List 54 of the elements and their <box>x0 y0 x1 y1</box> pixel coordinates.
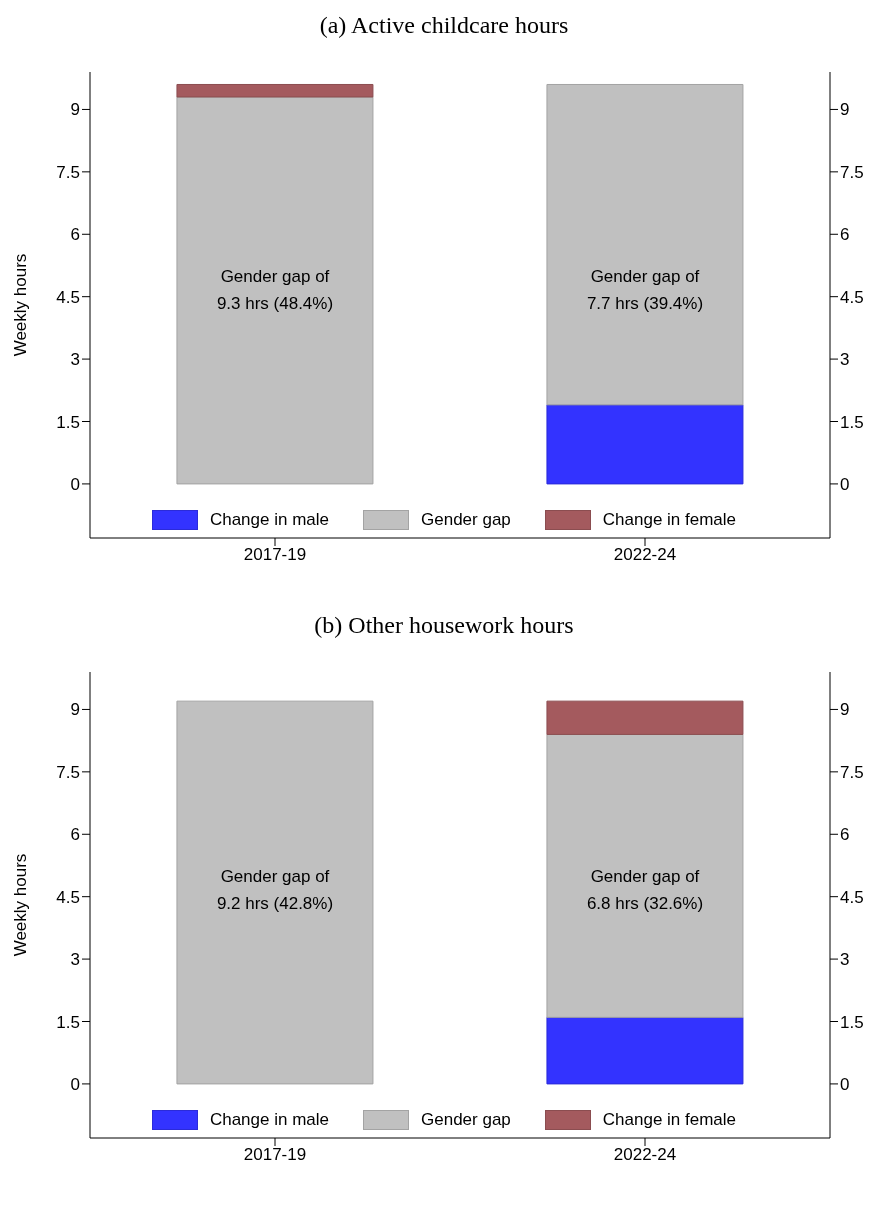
y-axis-title: Weekly hours <box>11 253 31 357</box>
y-tick-label: 0 <box>70 474 80 494</box>
chart-title: (a) Active childcare hours <box>318 11 570 40</box>
y-tick-label: 7.5 <box>56 762 80 782</box>
y2-tick-label: 9 <box>840 700 850 720</box>
y-tick-label: 9 <box>70 700 80 720</box>
y-tick-label: 3 <box>70 950 80 970</box>
y-tick-label: 6 <box>70 225 80 245</box>
y-tick-label: 1.5 <box>56 412 80 432</box>
bar <box>176 83 374 98</box>
legend-label: Gender gap <box>421 510 511 530</box>
annotation: Gender gap of 9.3 hrs (48.4%) <box>215 266 335 315</box>
x-tick-label: 2017-19 <box>243 545 307 565</box>
y-axis-title: Weekly hours <box>11 853 31 957</box>
bar <box>546 700 744 735</box>
legend-label: Change in female <box>602 1110 737 1130</box>
x-tick-label: 2022-24 <box>613 1145 677 1165</box>
y2-tick-label: 3 <box>840 950 850 970</box>
y2-tick-label: 4.5 <box>840 287 864 307</box>
y2-tick-label: 3 <box>840 350 850 370</box>
y2-tick-label: 1.5 <box>840 1012 864 1032</box>
y2-tick-label: 6 <box>840 225 850 245</box>
y2-tick-label: 0 <box>840 474 850 494</box>
y-tick-label: 9 <box>70 100 80 120</box>
y-tick-label: 1.5 <box>56 1012 80 1032</box>
y2-tick-label: 4.5 <box>840 887 864 907</box>
legend-label: Change in male <box>209 1110 329 1130</box>
legend-label: Change in male <box>209 510 329 530</box>
y2-tick-label: 7.5 <box>840 762 864 782</box>
bar <box>546 733 744 1018</box>
y-tick-label: 7.5 <box>56 162 80 182</box>
annotation: Gender gap of 9.2 hrs (42.8%) <box>215 866 335 915</box>
bar <box>546 1016 744 1085</box>
chart-title: (b) Other housework hours <box>313 611 575 640</box>
y-tick-label: 6 <box>70 825 80 845</box>
annotation: Gender gap of 6.8 hrs (32.6%) <box>585 866 705 915</box>
legend-label: Change in female <box>602 510 737 530</box>
y2-tick-label: 0 <box>840 1074 850 1094</box>
y2-tick-label: 1.5 <box>840 412 864 432</box>
bar <box>176 700 374 1085</box>
y-tick-label: 4.5 <box>56 287 80 307</box>
y-tick-label: 0 <box>70 1074 80 1094</box>
x-tick-label: 2022-24 <box>613 545 677 565</box>
y2-tick-label: 9 <box>840 100 850 120</box>
bar <box>176 96 374 485</box>
y2-tick-label: 7.5 <box>840 162 864 182</box>
y-tick-label: 3 <box>70 350 80 370</box>
y2-tick-label: 6 <box>840 825 850 845</box>
bar <box>546 83 744 406</box>
y-tick-label: 4.5 <box>56 887 80 907</box>
annotation: Gender gap of 7.7 hrs (39.4%) <box>585 266 705 315</box>
legend-label: Gender gap <box>421 1110 511 1130</box>
x-tick-label: 2017-19 <box>243 1145 307 1165</box>
bar <box>546 404 744 485</box>
